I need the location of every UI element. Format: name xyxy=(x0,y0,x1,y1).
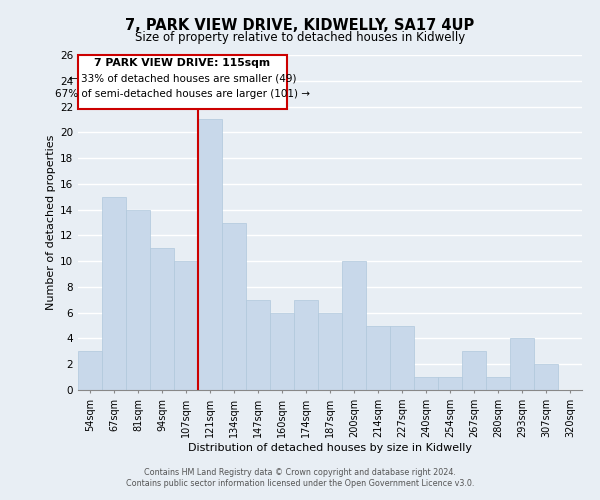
Text: Contains HM Land Registry data © Crown copyright and database right 2024.
Contai: Contains HM Land Registry data © Crown c… xyxy=(126,468,474,487)
Bar xyxy=(294,300,318,390)
Bar xyxy=(198,120,222,390)
Bar xyxy=(318,312,342,390)
Bar xyxy=(126,210,150,390)
Bar xyxy=(510,338,534,390)
Text: 67% of semi-detached houses are larger (101) →: 67% of semi-detached houses are larger (… xyxy=(55,88,310,99)
Bar xyxy=(462,352,486,390)
Bar xyxy=(414,377,438,390)
Text: 7, PARK VIEW DRIVE, KIDWELLY, SA17 4UP: 7, PARK VIEW DRIVE, KIDWELLY, SA17 4UP xyxy=(125,18,475,32)
Bar xyxy=(438,377,462,390)
Bar xyxy=(390,326,414,390)
Bar xyxy=(246,300,270,390)
Bar xyxy=(102,196,126,390)
Bar xyxy=(366,326,390,390)
X-axis label: Distribution of detached houses by size in Kidwelly: Distribution of detached houses by size … xyxy=(188,442,472,452)
Text: Size of property relative to detached houses in Kidwelly: Size of property relative to detached ho… xyxy=(135,31,465,44)
Bar xyxy=(486,377,510,390)
Bar xyxy=(342,261,366,390)
Text: ← 33% of detached houses are smaller (49): ← 33% of detached houses are smaller (49… xyxy=(68,74,296,84)
Bar xyxy=(174,261,198,390)
Bar xyxy=(150,248,174,390)
Y-axis label: Number of detached properties: Number of detached properties xyxy=(46,135,56,310)
Text: 7 PARK VIEW DRIVE: 115sqm: 7 PARK VIEW DRIVE: 115sqm xyxy=(94,58,271,68)
Bar xyxy=(534,364,558,390)
Bar xyxy=(270,312,294,390)
Bar xyxy=(78,352,102,390)
Bar xyxy=(222,222,246,390)
FancyBboxPatch shape xyxy=(78,55,287,109)
